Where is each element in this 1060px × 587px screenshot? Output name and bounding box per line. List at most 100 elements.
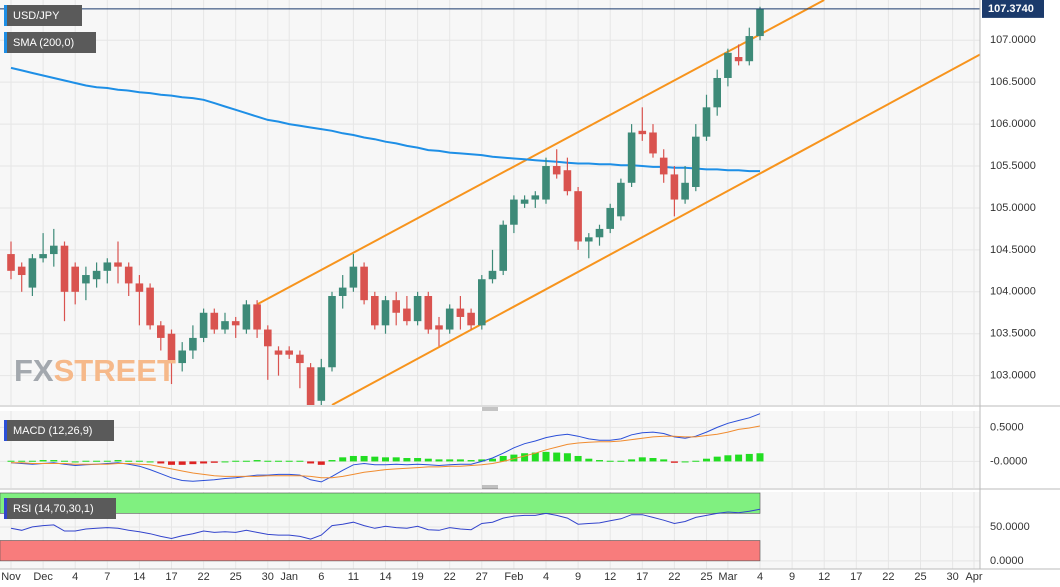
panel-content	[0, 492, 980, 569]
histogram-bar	[39, 460, 47, 462]
candle-body	[531, 195, 540, 200]
trend-line	[331, 53, 980, 405]
candle-body	[445, 308, 454, 330]
x-tick-label: 12	[818, 571, 830, 583]
x-tick-label: 17	[636, 571, 648, 583]
x-tick-label: Mar	[718, 571, 737, 583]
histogram-bar	[574, 455, 582, 462]
panel-content	[0, 411, 980, 488]
trend-line	[256, 0, 825, 306]
histogram-bar	[189, 461, 197, 465]
x-tick-label: 22	[197, 571, 209, 583]
histogram-bar	[745, 453, 753, 462]
x-tick-label: Apr	[965, 571, 982, 583]
histogram-bar	[285, 460, 293, 462]
candle-body	[124, 266, 133, 284]
histogram-bar	[510, 454, 518, 462]
x-tick-label: 22	[444, 571, 456, 583]
legend-tag[interactable]: RSI (14,70,30,1)	[4, 498, 116, 519]
macd-panel	[0, 411, 980, 488]
histogram-bar	[456, 459, 464, 462]
histogram-bar	[157, 461, 165, 464]
legend-tag[interactable]: USD/JPY	[4, 5, 82, 26]
histogram-bar	[596, 460, 603, 462]
histogram-bar	[692, 460, 700, 462]
candle-body	[114, 262, 122, 267]
resize-handle[interactable]	[482, 407, 498, 489]
histogram-bar	[563, 453, 571, 462]
histogram-bar	[606, 460, 614, 462]
watermark-part: STREET	[54, 353, 176, 388]
histogram-bar	[114, 460, 122, 462]
y-tick-label: -0.0000	[990, 455, 1027, 467]
histogram-bar	[756, 453, 764, 462]
candle-body	[50, 245, 58, 255]
legend-tag[interactable]: SMA (200,0)	[4, 32, 96, 53]
candle-body	[189, 337, 197, 351]
watermark-part: FX	[14, 353, 54, 388]
histogram-bar	[328, 460, 336, 462]
candle-body	[60, 245, 69, 292]
candle-body	[510, 199, 518, 225]
legend-tag[interactable]: MACD (12,26,9)	[4, 420, 114, 441]
histogram-bar	[317, 461, 325, 465]
candle-body	[713, 77, 721, 108]
y-tick-label: 107.0000	[990, 34, 1036, 46]
candle-body	[135, 283, 144, 292]
last-price-box	[982, 0, 1044, 18]
candle-body	[563, 170, 572, 192]
y-tick-label: 50.0000	[990, 521, 1030, 533]
candle-body	[595, 228, 604, 238]
candle-body	[167, 333, 176, 364]
candle-body	[456, 308, 465, 317]
candle-body	[7, 254, 15, 271]
histogram-bar	[553, 452, 561, 462]
candle-body	[82, 275, 90, 284]
histogram-bar	[61, 460, 68, 462]
macd-label: MACD (12,26,9)	[13, 425, 92, 437]
histogram-bar	[414, 458, 422, 462]
x-tick-label: 4	[72, 571, 78, 583]
histogram-bar	[50, 460, 58, 462]
y-tick-label: 104.0000	[990, 286, 1036, 298]
histogram-bar	[349, 455, 357, 462]
x-tick-label: 25	[914, 571, 926, 583]
histogram-bar	[435, 459, 443, 462]
histogram-bar	[307, 461, 315, 464]
candle-body	[146, 287, 154, 326]
histogram-bar	[18, 460, 26, 462]
x-tick-label: 30	[262, 571, 274, 583]
histogram-bar	[296, 460, 304, 462]
histogram-bar	[542, 451, 550, 462]
histogram-bar	[585, 458, 593, 462]
histogram-bar	[735, 454, 743, 462]
histogram-bar	[670, 461, 678, 463]
histogram-bar	[499, 455, 507, 462]
y-tick-label: 103.0000	[990, 370, 1036, 382]
x-tick-label: 9	[789, 571, 795, 583]
candle-body	[520, 199, 529, 204]
candle-body	[724, 52, 732, 78]
panel-content	[0, 0, 980, 405]
histogram-bar	[724, 455, 732, 462]
candle-body	[467, 312, 475, 326]
x-tick-label: 27	[476, 571, 488, 583]
line	[11, 425, 761, 479]
histogram-bar	[531, 452, 539, 462]
candle-body	[199, 312, 208, 338]
candle-body	[649, 132, 657, 154]
x-tick-label: 4	[757, 571, 763, 583]
candle-body	[702, 107, 711, 137]
candle-body	[617, 182, 625, 217]
candle-body	[71, 266, 79, 292]
histogram-bar	[617, 460, 625, 462]
candle-body	[17, 266, 26, 276]
candle-body	[28, 258, 37, 288]
x-tick-label: 12	[604, 571, 616, 583]
rsi-band	[0, 492, 761, 514]
histogram-bar	[93, 460, 101, 462]
x-tick-label: 17	[165, 571, 177, 583]
candle-body	[734, 57, 743, 62]
candle-body	[424, 295, 433, 330]
x-tick-label: Nov	[1, 571, 21, 583]
